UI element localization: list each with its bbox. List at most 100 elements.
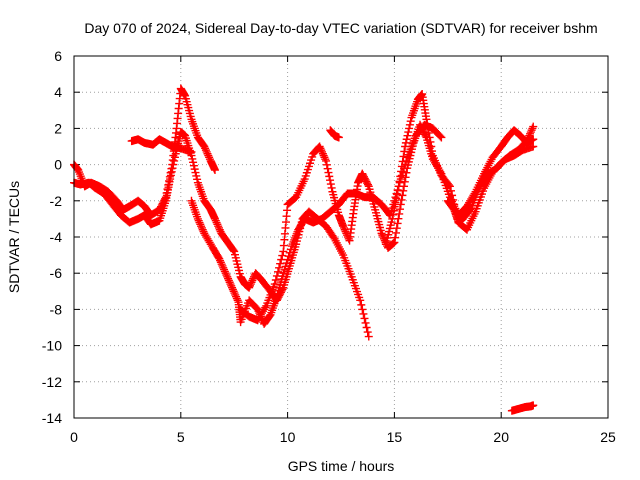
data-point xyxy=(247,278,256,287)
data-point xyxy=(526,128,535,137)
data-point xyxy=(428,147,437,156)
data-point xyxy=(210,166,219,175)
data-point xyxy=(277,255,286,264)
x-axis-label: GPS time / hours xyxy=(288,458,395,474)
data-point xyxy=(216,256,225,265)
y-tick-label: 4 xyxy=(54,84,62,100)
data-point xyxy=(281,262,290,271)
data-point xyxy=(522,137,531,146)
data-point xyxy=(396,200,405,209)
data-point xyxy=(270,280,279,289)
data-point xyxy=(525,131,534,140)
data-point xyxy=(194,216,203,225)
series-arc-1 xyxy=(70,84,219,220)
data-point xyxy=(245,283,254,292)
data-point xyxy=(195,218,204,227)
data-point xyxy=(392,228,401,237)
data-point xyxy=(437,133,446,142)
data-point xyxy=(201,146,210,155)
data-point xyxy=(224,276,233,285)
chart-title: Day 070 of 2024, Sidereal Day-to-day VTE… xyxy=(84,20,597,36)
data-point xyxy=(320,153,329,162)
data-point xyxy=(271,275,280,284)
data-point xyxy=(394,182,403,191)
data-point xyxy=(200,142,209,151)
data-point xyxy=(339,223,348,232)
data-point xyxy=(466,205,475,214)
x-tick-label: 10 xyxy=(280,429,296,445)
data-point xyxy=(166,175,175,184)
data-point xyxy=(201,144,210,153)
data-point xyxy=(205,153,214,162)
data-point xyxy=(425,133,434,142)
data-point xyxy=(315,142,324,151)
data-point xyxy=(169,160,178,169)
data-point xyxy=(526,129,535,138)
data-point xyxy=(422,115,431,124)
data-point xyxy=(228,285,237,294)
data-point xyxy=(322,160,331,169)
data-point xyxy=(318,149,327,158)
data-point xyxy=(395,177,404,186)
data-point xyxy=(528,124,537,133)
data-point xyxy=(232,292,241,301)
data-point xyxy=(401,138,410,147)
data-point xyxy=(392,224,401,233)
data-point xyxy=(402,168,411,177)
data-point xyxy=(396,205,405,214)
data-point xyxy=(316,144,325,153)
y-tick-label: -6 xyxy=(50,265,63,281)
data-point xyxy=(402,135,411,144)
data-point xyxy=(189,161,198,170)
data-point xyxy=(389,210,398,219)
data-point xyxy=(220,267,229,276)
data-point xyxy=(219,263,228,272)
data-point xyxy=(211,216,220,225)
data-point xyxy=(398,157,407,166)
data-point xyxy=(523,135,532,144)
y-tick-label: -2 xyxy=(50,193,63,209)
data-point xyxy=(362,323,371,332)
data-point xyxy=(231,290,240,299)
plot-frame xyxy=(73,55,609,419)
data-point xyxy=(377,229,386,238)
data-point xyxy=(447,186,456,195)
data-point xyxy=(406,117,415,126)
data-point xyxy=(359,309,368,318)
data-point xyxy=(166,171,175,180)
data-point xyxy=(193,214,202,223)
data-point xyxy=(189,158,198,167)
data-point xyxy=(529,142,538,151)
data-point xyxy=(216,258,225,267)
data-point xyxy=(191,168,200,177)
data-point xyxy=(204,151,213,160)
data-point xyxy=(392,194,401,203)
y-tick-label: -14 xyxy=(42,410,62,426)
data-point xyxy=(217,260,226,269)
data-point xyxy=(317,146,326,155)
data-point xyxy=(396,172,405,181)
data-point xyxy=(404,128,413,137)
data-point xyxy=(405,120,414,129)
data-point xyxy=(391,198,400,207)
y-axis-label: SDTVAR / TECUs xyxy=(6,181,22,293)
data-point xyxy=(197,222,206,231)
data-point xyxy=(197,223,206,232)
data-point xyxy=(401,142,410,151)
data-point xyxy=(280,265,289,274)
data-point xyxy=(199,227,208,236)
data-point xyxy=(398,191,407,200)
series-arc-8 xyxy=(443,142,538,227)
data-point xyxy=(198,225,207,234)
data-point xyxy=(196,220,205,229)
data-point xyxy=(273,267,282,276)
y-tick-label: -4 xyxy=(50,229,63,245)
data-point xyxy=(448,191,457,200)
data-point xyxy=(395,209,404,218)
data-point xyxy=(400,147,409,156)
data-point xyxy=(202,147,211,156)
data-point xyxy=(341,227,350,236)
data-point xyxy=(215,225,224,234)
data-point xyxy=(327,183,336,192)
x-tick-label: 15 xyxy=(387,429,403,445)
